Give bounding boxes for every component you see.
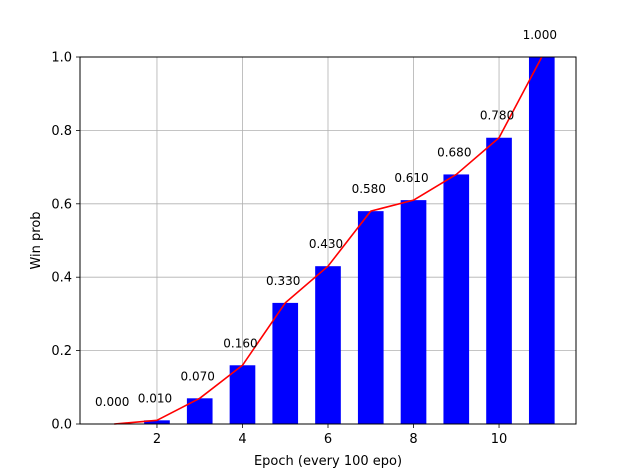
x-tick-label: 8 — [409, 432, 417, 447]
data-label: 0.580 — [352, 182, 386, 196]
data-label: 1.000 — [523, 28, 557, 42]
x-tick-label: 6 — [324, 432, 332, 447]
data-labels: 0.000 0.010 0.070 0.160 0.330 0.430 0.580 0.610… — [95, 28, 557, 409]
y-tick-label: 0.6 — [51, 197, 72, 212]
y-tick-label: 0.4 — [51, 271, 72, 286]
bar — [229, 365, 256, 424]
data-label: 0.000 — [95, 395, 129, 409]
bar — [486, 137, 512, 425]
bar — [357, 211, 384, 424]
bar — [272, 302, 299, 424]
y-axis-label: Win prob — [29, 211, 44, 269]
bar — [315, 266, 341, 424]
x-ticks: 2 4 6 8 10 — [153, 424, 507, 447]
bar — [400, 200, 427, 424]
x-axis-label: Epoch (every 100 epo) — [254, 454, 402, 469]
line-layer — [114, 56, 543, 425]
y-ticks: 0.0 0.2 0.4 0.6 0.8 1.0 — [51, 51, 80, 433]
trend-line — [114, 56, 543, 425]
y-tick-label: 0.0 — [51, 418, 72, 433]
x-tick-label: 10 — [491, 432, 508, 447]
x-tick-label: 4 — [238, 432, 246, 447]
y-tick-label: 1.0 — [51, 51, 72, 66]
data-label: 0.330 — [266, 274, 300, 288]
bar — [443, 174, 470, 424]
data-label: 0.010 — [138, 391, 172, 405]
data-label: 0.680 — [437, 145, 471, 159]
bars — [144, 57, 555, 425]
y-tick-label: 0.2 — [51, 344, 72, 359]
x-tick-label: 2 — [153, 432, 161, 447]
data-label: 0.160 — [223, 336, 257, 350]
data-label: 0.430 — [309, 237, 343, 251]
data-label: 0.070 — [181, 369, 215, 383]
y-tick-label: 0.8 — [51, 124, 72, 139]
bar — [144, 420, 170, 424]
data-label: 0.780 — [480, 109, 514, 123]
bar — [528, 57, 555, 424]
data-label: 0.610 — [394, 171, 428, 185]
